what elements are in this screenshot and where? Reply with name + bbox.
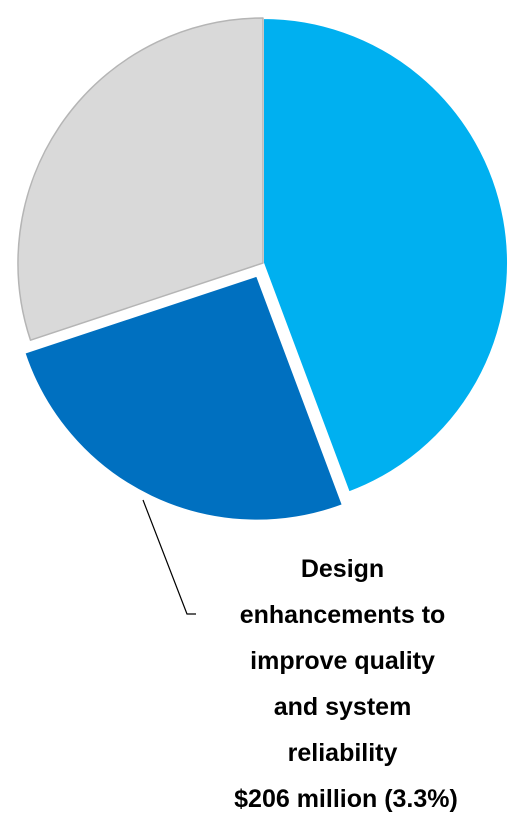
label-line-2: enhancements to [240, 601, 446, 629]
slice-light-blue [262, 17, 509, 494]
label-line-3: improve quality [250, 647, 435, 675]
slice-design-enhancements [23, 274, 344, 522]
slice-label-design-enhancements: Design enhancements to improve quality a… [234, 555, 458, 813]
slice-gray [17, 17, 264, 341]
label-line-5: reliability [288, 739, 398, 767]
label-line-4: and system [274, 693, 412, 721]
pie-slices [17, 17, 509, 522]
label-line-1: Design [301, 555, 384, 583]
leader-line [142, 499, 196, 615]
label-line-6: $206 million (3.3%) [234, 785, 458, 813]
